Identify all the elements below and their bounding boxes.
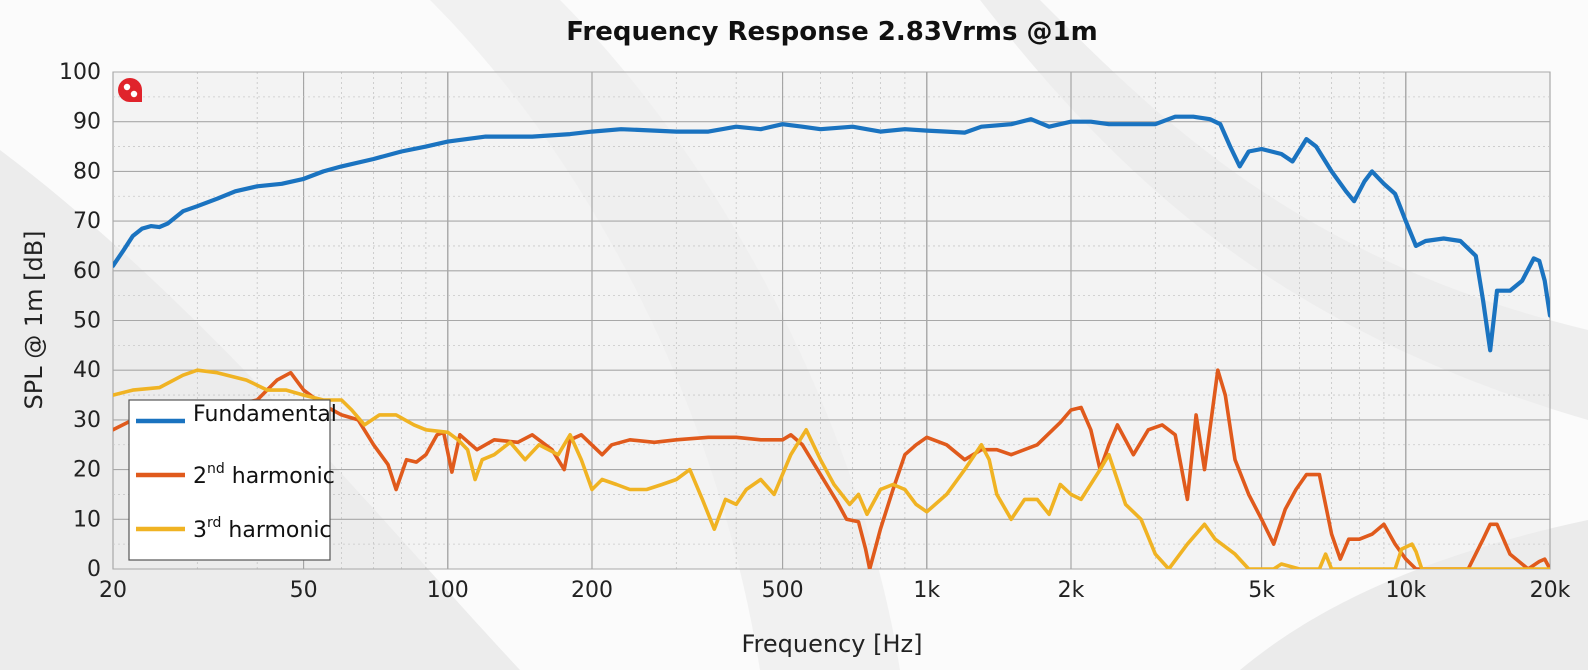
x-axis-label: Frequency [Hz]: [742, 630, 923, 658]
series-line-fundamental: [113, 114, 1550, 353]
x-tick-label: 200: [571, 578, 613, 603]
y-tick-label: 60: [73, 259, 101, 284]
x-tick-label: 500: [762, 578, 804, 603]
y-tick-label: 10: [73, 507, 101, 532]
legend-label: 2nd harmonic: [193, 461, 335, 489]
x-tick-label: 10k: [1385, 578, 1426, 603]
y-tick-label: 100: [59, 60, 101, 85]
grid: [113, 71, 1550, 570]
x-tick-label: 5k: [1248, 578, 1275, 603]
y-tick-label: 0: [87, 557, 101, 582]
x-tick-label: 100: [427, 578, 469, 603]
y-tick-label: 80: [73, 159, 101, 184]
y-tick-label: 20: [73, 458, 101, 483]
legend-item: 2nd harmonic: [136, 461, 335, 489]
y-tick-label: 40: [73, 358, 101, 383]
y-tick-label: 50: [73, 309, 101, 334]
x-tick-label: 50: [290, 578, 318, 603]
x-tick-label: 20: [99, 578, 127, 603]
series-lines: [113, 114, 1550, 569]
brand-logo-icon: [118, 78, 142, 102]
x-tick-label: 20k: [1530, 578, 1571, 603]
legend-label: 3rd harmonic: [193, 515, 332, 543]
series-line-3rd-harmonic: [113, 368, 1550, 569]
legend: Fundamental 2nd harmonic 3rd harmonic: [128, 399, 337, 561]
y-tick-label: 90: [73, 110, 101, 135]
y-axis-ticks: 0 10 20 30 40 50 60 70 80 90 100: [59, 60, 101, 582]
y-axis-label: SPL @ 1m [dB]: [20, 230, 48, 409]
x-tick-label: 1k: [913, 578, 940, 603]
series-line-2nd-harmonic: [113, 368, 1550, 569]
legend-item: Fundamental: [136, 402, 337, 427]
y-tick-label: 30: [73, 408, 101, 433]
x-axis-ticks: 20 50 100 200 500 1k 2k 5k 10k 20k: [99, 578, 1571, 603]
x-tick-label: 2k: [1058, 578, 1085, 603]
legend-item: 3rd harmonic: [136, 515, 332, 543]
legend-label: Fundamental: [193, 402, 337, 427]
legend-box: [128, 399, 331, 561]
chart-title: Frequency Response 2.83Vrms @1m: [566, 17, 1097, 47]
y-tick-label: 70: [73, 209, 101, 234]
